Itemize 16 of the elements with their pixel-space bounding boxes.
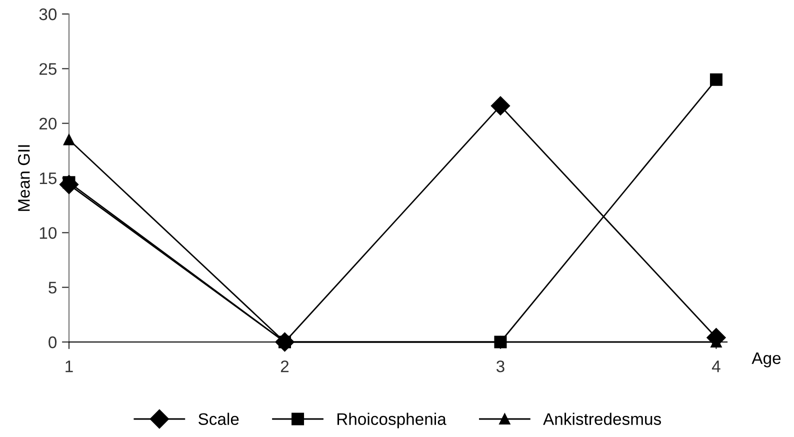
y-tick-label: 5 [48, 282, 56, 294]
y-tick-label: 25 [39, 63, 56, 75]
y-tick-label: 0 [48, 336, 57, 348]
x-axis-title: Age [752, 352, 781, 368]
legend-label: Rhoicosphenia [337, 412, 446, 428]
x-tick-label: 2 [280, 360, 289, 372]
legend-label: Scale [198, 412, 239, 425]
y-tick-label: 20 [39, 118, 57, 130]
x-tick-label: 1 [66, 360, 73, 372]
x-tick-label: 4 [712, 360, 720, 372]
y-axis-title: Mean GII [18, 145, 30, 211]
y-tick-label: 30 [39, 8, 57, 20]
y-tick-label: 10 [40, 227, 57, 239]
y-tick-label: 15 [40, 172, 56, 184]
x-tick-label: 3 [496, 360, 504, 372]
legend-label: Ankistredesmus [543, 412, 661, 425]
